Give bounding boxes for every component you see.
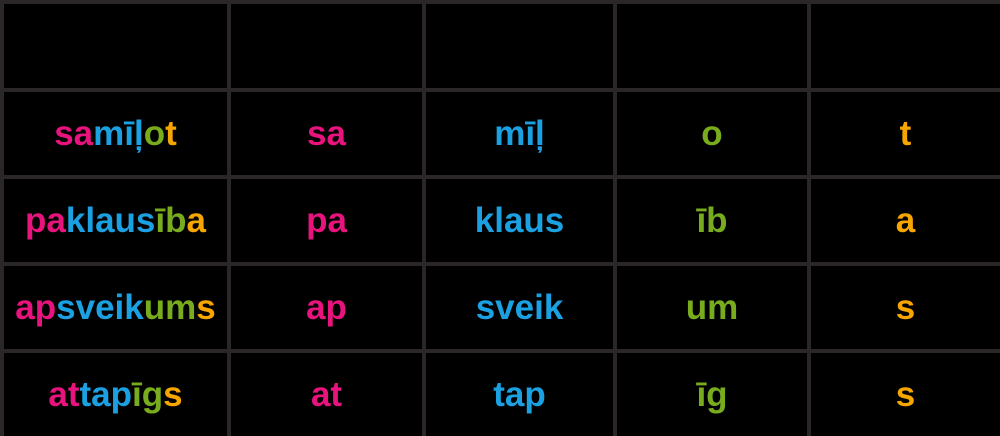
word-segment-ending: s (163, 374, 183, 414)
word-cell: paklausība (0, 175, 231, 266)
prefix-cell: sa (227, 88, 426, 179)
root-cell: tap (422, 349, 617, 436)
root-cell: klaus (422, 175, 617, 266)
word-segment-root: mīļ (93, 113, 144, 153)
header-cell-prefix (227, 0, 426, 92)
ending-cell: s (807, 262, 1000, 353)
word-cell: apsveikums (0, 262, 231, 353)
word-cell: attapīgs (0, 349, 231, 436)
word-segment-prefix: pa (25, 200, 66, 240)
header-cell-root (422, 0, 617, 92)
suffix-cell: um (613, 262, 811, 353)
word-segment-ending: t (165, 113, 177, 153)
word-segment-suffix: o (143, 113, 166, 153)
root-cell: mīļ (422, 88, 617, 179)
prefix-cell: ap (227, 262, 426, 353)
header-cell-suffix (613, 0, 811, 92)
header-cell-word (0, 0, 231, 92)
word-segment-prefix: at (48, 374, 80, 414)
table-row: apsveikums ap sveik um s (0, 262, 1000, 353)
word-segment-suffix: īb (155, 200, 187, 240)
word-segment-root: sveik (56, 287, 144, 327)
word-segment-prefix: sa (54, 113, 94, 153)
word-segment-root: tap (79, 374, 133, 414)
word-segment-ending: s (196, 287, 216, 327)
suffix-cell: īb (613, 175, 811, 266)
ending-cell: a (807, 175, 1000, 266)
root-cell: sveik (422, 262, 617, 353)
prefix-cell: at (227, 349, 426, 436)
ending-cell: t (807, 88, 1000, 179)
header-row (0, 0, 1000, 92)
word-cell: samīļot (0, 88, 231, 179)
word-segment-prefix: ap (15, 287, 57, 327)
table-row: paklausība pa klaus īb a (0, 175, 1000, 266)
table-body: samīļot sa mīļ o t paklausība pa klaus īb a apsvei… (0, 88, 1000, 436)
word-segment-suffix: īg (132, 374, 164, 414)
suffix-cell: īg (613, 349, 811, 436)
header-cell-ending (807, 0, 1000, 92)
word-segment-suffix: um (143, 287, 197, 327)
word-segment-ending: a (186, 200, 206, 240)
table-row: attapīgs at tap īg s (0, 349, 1000, 436)
table-row: samīļot sa mīļ o t (0, 88, 1000, 179)
prefix-cell: pa (227, 175, 426, 266)
word-segment-root: klaus (65, 200, 156, 240)
ending-cell: s (807, 349, 1000, 436)
suffix-cell: o (613, 88, 811, 179)
